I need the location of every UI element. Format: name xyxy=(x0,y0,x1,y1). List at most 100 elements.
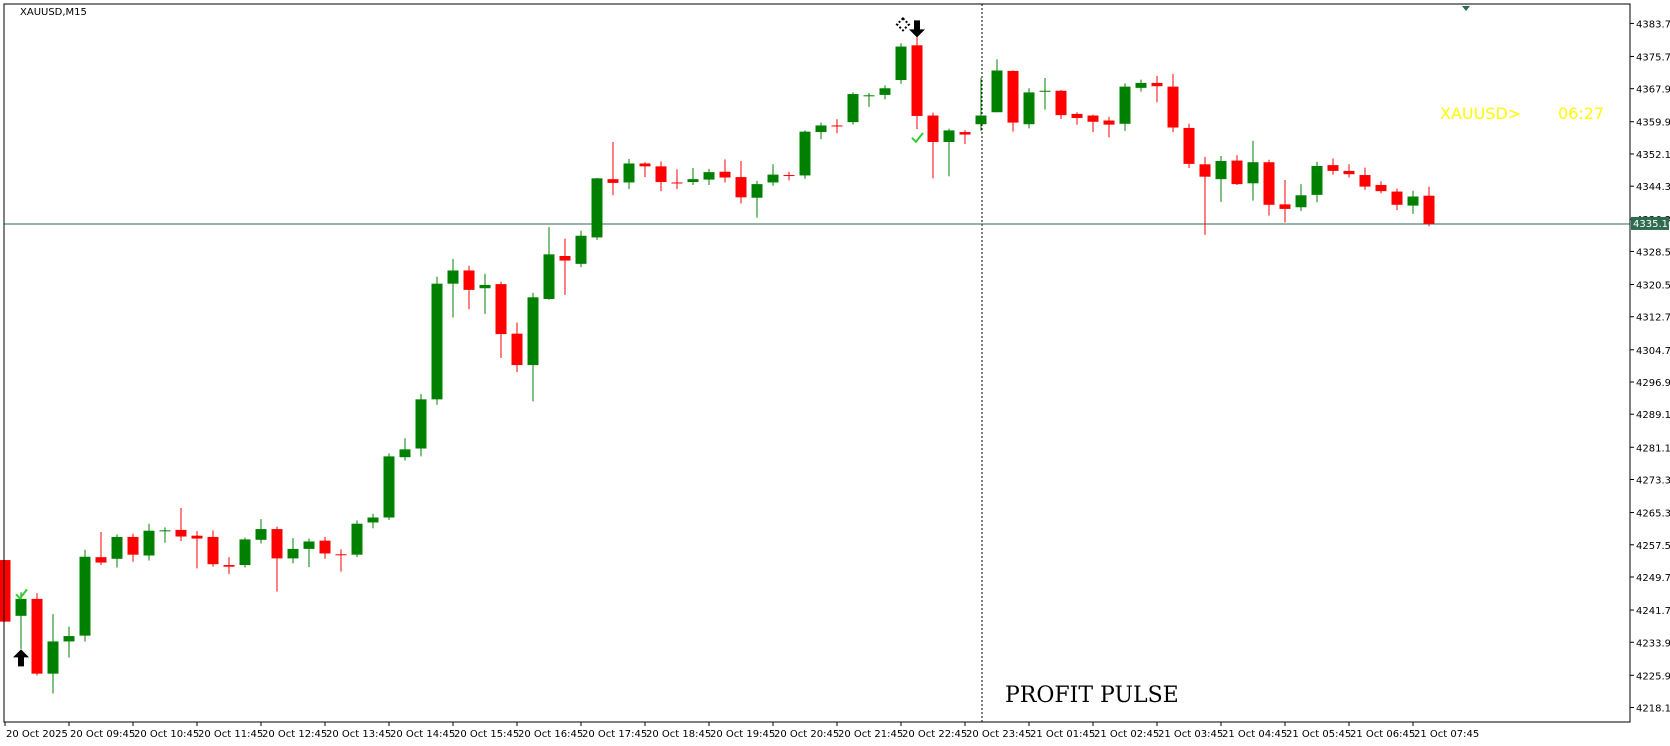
candles-layer xyxy=(0,35,1435,694)
candle-body xyxy=(895,46,907,81)
price-tick-label: 4233.90 xyxy=(1636,638,1670,649)
candle-body xyxy=(735,177,747,198)
candle-body xyxy=(367,517,379,523)
candle-body xyxy=(687,179,699,183)
time-tick-label: 20 Oct 11:45 xyxy=(198,729,263,740)
candle-body xyxy=(527,297,539,366)
candle-body xyxy=(1295,195,1307,208)
candle-body xyxy=(831,125,843,127)
price-tick-label: 4312.70 xyxy=(1636,313,1670,324)
candle-body xyxy=(415,399,427,449)
candle-body xyxy=(1231,160,1243,185)
candle-body xyxy=(1039,90,1051,92)
candle-body xyxy=(63,636,75,642)
candle-body xyxy=(271,529,283,559)
candle-body xyxy=(639,163,651,167)
candle-body xyxy=(127,536,139,555)
price-tick-label: 4281.10 xyxy=(1636,443,1670,454)
candle-body xyxy=(111,536,123,559)
price-tick-label: 4320.50 xyxy=(1636,281,1670,292)
time-tick-label: 20 Oct 23:45 xyxy=(966,729,1031,740)
candle-body xyxy=(303,541,315,549)
symbol-title: XAUUSD,M15 xyxy=(20,7,87,18)
price-tick-label: 4359.90 xyxy=(1636,118,1670,129)
time-tick-label: 20 Oct 2025 xyxy=(6,729,68,740)
candle-body xyxy=(223,565,235,567)
price-tick-label: 4249.70 xyxy=(1636,573,1670,584)
time-tick-label: 20 Oct 19:45 xyxy=(710,729,775,740)
price-line-layer xyxy=(4,4,1630,722)
candle-body xyxy=(607,179,619,183)
candle-body xyxy=(1135,82,1147,88)
candle-body xyxy=(575,235,587,264)
candle-body xyxy=(383,456,395,518)
candle-body xyxy=(815,125,827,133)
candle-body xyxy=(991,70,1003,113)
candle-body xyxy=(79,556,91,636)
indicator-symbol: XAUUSD> xyxy=(1440,104,1521,123)
time-tick-label: 21 Oct 06:45 xyxy=(1350,729,1415,740)
axes-layer: 4383.70 4375.70 4367.90 4359.90 4352.10 4344.… xyxy=(3,3,1670,740)
price-tick-label: 4367.90 xyxy=(1636,85,1670,96)
candle-body xyxy=(335,554,347,556)
candle-body xyxy=(1167,86,1179,128)
candle-body xyxy=(159,530,171,532)
candle-body xyxy=(1007,70,1019,123)
current-price-label: 4335.16 xyxy=(1633,219,1670,230)
candle-body xyxy=(319,540,331,554)
price-tick-label: 4383.70 xyxy=(1636,19,1670,30)
price-tick-label: 4241.70 xyxy=(1636,606,1670,617)
candle-body xyxy=(655,166,667,183)
time-tick-label: 21 Oct 01:45 xyxy=(1030,729,1095,740)
time-tick-label: 21 Oct 05:45 xyxy=(1286,729,1351,740)
candle-body xyxy=(351,523,363,555)
candle-body xyxy=(239,539,251,566)
candle-body xyxy=(1359,175,1371,187)
candle-body xyxy=(1151,82,1163,87)
candle-body xyxy=(959,132,971,135)
candle-body xyxy=(543,254,555,299)
time-tick-label: 21 Oct 02:45 xyxy=(1094,729,1159,740)
candle-body xyxy=(1087,115,1099,122)
candle-body xyxy=(47,641,59,674)
candle-body xyxy=(15,598,27,616)
candle-body xyxy=(591,178,603,238)
candle-body xyxy=(1375,184,1387,192)
time-tick-label: 20 Oct 10:45 xyxy=(134,729,199,740)
candle-body xyxy=(767,174,779,183)
candle-body xyxy=(1199,164,1211,177)
time-tick-label: 20 Oct 16:45 xyxy=(518,729,583,740)
price-tick-label: 4352.10 xyxy=(1636,150,1670,161)
price-tick-label: 4328.50 xyxy=(1636,247,1670,258)
candle-body xyxy=(511,333,523,366)
time-tick-label: 20 Oct 18:45 xyxy=(646,729,711,740)
candle-body xyxy=(0,560,11,622)
candle-body xyxy=(1327,165,1339,171)
candle-body xyxy=(1311,165,1323,195)
signal-diamond-icon xyxy=(895,16,911,32)
candle-body xyxy=(1247,162,1259,184)
candle-body xyxy=(1407,196,1419,206)
time-tick-label: 21 Oct 07:45 xyxy=(1414,729,1479,740)
candle-body xyxy=(847,94,859,123)
candle-body xyxy=(255,529,267,540)
candle-body xyxy=(175,529,187,537)
candle-body xyxy=(399,449,411,458)
price-tick-label: 4296.90 xyxy=(1636,378,1670,389)
candle-body xyxy=(703,172,715,180)
check-icon xyxy=(15,588,28,600)
candle-body xyxy=(1071,113,1083,119)
candle-body xyxy=(1119,86,1131,124)
candle-body xyxy=(1279,204,1291,209)
candle-body xyxy=(479,284,491,289)
candle-body xyxy=(879,88,891,95)
candle-body xyxy=(911,45,923,116)
price-tick-label: 4257.50 xyxy=(1636,541,1670,552)
time-tick-label: 20 Oct 22:45 xyxy=(902,729,967,740)
plot-frame xyxy=(3,3,1631,723)
candle-body xyxy=(863,95,875,97)
candle-body xyxy=(1343,170,1355,175)
price-tick-label: 4289.10 xyxy=(1636,410,1670,421)
